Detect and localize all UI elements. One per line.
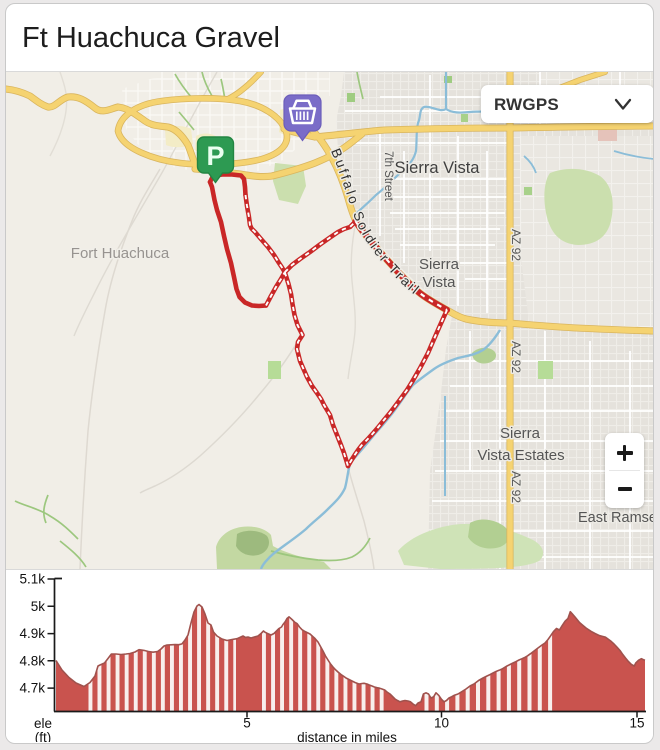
svg-text:Sierra Vista: Sierra Vista — [395, 159, 481, 177]
svg-text:(ft): (ft) — [35, 730, 52, 742]
svg-text:AZ 92: AZ 92 — [509, 341, 523, 373]
svg-text:AZ 92: AZ 92 — [509, 229, 523, 261]
svg-text:P: P — [206, 141, 224, 171]
svg-text:Sierra: Sierra — [419, 256, 460, 273]
svg-text:5: 5 — [243, 716, 251, 731]
svg-text:5.1k: 5.1k — [19, 572, 45, 587]
svg-text:Vista Estates: Vista Estates — [477, 447, 564, 464]
svg-text:10: 10 — [434, 716, 449, 731]
svg-text:ele: ele — [34, 716, 52, 731]
svg-text:4.9k: 4.9k — [19, 626, 45, 641]
svg-text:distance in miles: distance in miles — [297, 730, 397, 742]
svg-text:4.8k: 4.8k — [19, 653, 45, 668]
svg-text:7th Street: 7th Street — [382, 151, 394, 202]
svg-text:Fort Huachuca: Fort Huachuca — [71, 245, 170, 262]
svg-text:15: 15 — [629, 716, 644, 731]
svg-text:5k: 5k — [31, 599, 46, 614]
svg-text:4.7k: 4.7k — [19, 681, 45, 696]
svg-text:AZ 92: AZ 92 — [509, 471, 523, 503]
svg-text:East Ramse: East Ramse — [578, 510, 653, 526]
svg-text:Sierra: Sierra — [500, 425, 541, 442]
svg-text:Vista: Vista — [422, 274, 456, 291]
